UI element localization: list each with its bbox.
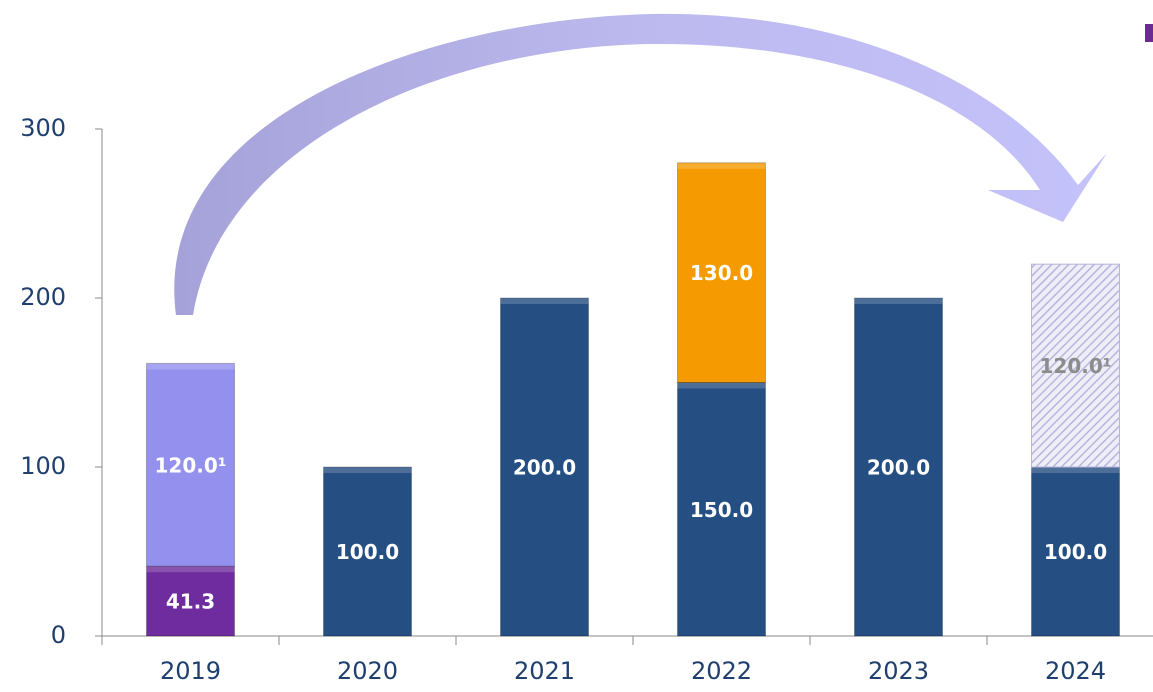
bar-segment	[854, 297, 943, 637]
value-label: 41.3	[166, 590, 215, 614]
bar-segment	[677, 382, 766, 637]
y-tick-label: 200	[20, 283, 66, 311]
x-tick-label: 2021	[514, 657, 575, 685]
value-label: 120.0¹	[154, 453, 226, 477]
bar-highlight	[854, 298, 943, 304]
bar-highlight	[146, 363, 235, 370]
bar-highlight	[323, 467, 412, 473]
y-tick-label: 300	[20, 114, 66, 142]
legend-fragment	[1145, 24, 1153, 42]
bar-highlight	[500, 298, 589, 304]
bar-highlight	[677, 382, 766, 389]
bar-segment	[500, 297, 589, 637]
value-label: 200.0	[867, 456, 930, 480]
x-tick-label: 2023	[868, 657, 929, 685]
bar-segment	[146, 565, 235, 637]
value-label: 150.0	[690, 498, 753, 522]
bar-segment	[146, 362, 235, 567]
x-tick-label: 2019	[160, 657, 221, 685]
bar-highlight	[146, 566, 235, 573]
value-label: 120.0¹	[1039, 354, 1111, 378]
value-label: 200.0	[513, 456, 576, 480]
x-tick-label: 2022	[691, 657, 752, 685]
bar-segment	[1031, 263, 1120, 468]
bar-highlight	[1031, 467, 1120, 473]
bar-highlight	[677, 162, 766, 169]
y-tick-label: 100	[20, 452, 66, 480]
value-label: 100.0	[336, 540, 399, 564]
bar-segment	[677, 162, 766, 383]
y-tick-label: 0	[51, 621, 66, 649]
value-label: 130.0	[690, 261, 753, 285]
x-tick-label: 2024	[1045, 657, 1106, 685]
x-tick-label: 2020	[337, 657, 398, 685]
arrow-decoration	[174, 13, 1108, 315]
bar-segment	[1031, 466, 1120, 637]
bar-segment	[323, 466, 412, 637]
value-label: 100.0	[1044, 540, 1107, 564]
